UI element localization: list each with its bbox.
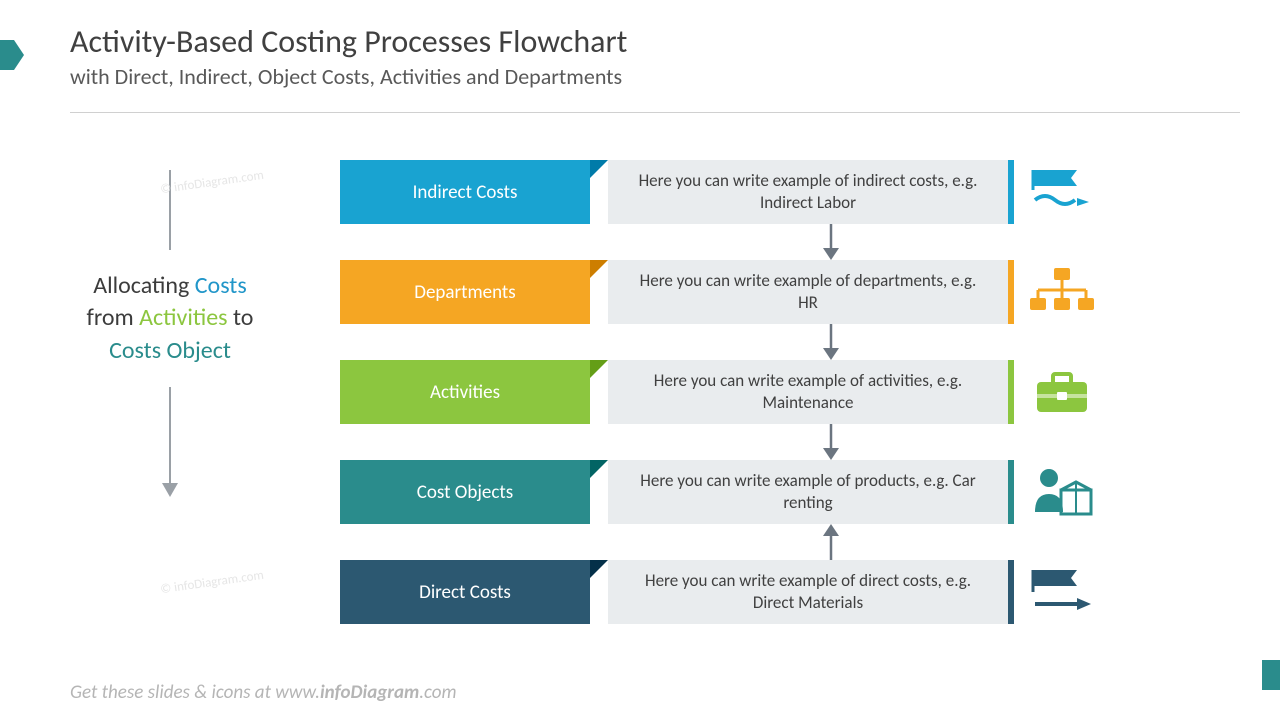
row-label: Direct Costs [419,581,511,604]
flow-rows: Indirect Costs Here you can write exampl… [340,160,1110,624]
edge-accent-left [0,40,14,70]
row-label-box: Activities [340,360,590,424]
flow-row: Indirect Costs Here you can write exampl… [340,160,1110,224]
fold-corner [590,260,608,278]
row-description: Here you can write example of activities… [608,360,1014,424]
side-text-object: Costs Object [109,336,231,365]
row-description: Here you can write example of department… [608,260,1014,324]
footer-text: Get these slides & icons at www. [70,681,320,704]
row-label: Indirect Costs [413,181,518,204]
row-description: Here you can write example of direct cos… [608,560,1014,624]
footer-credit: Get these slides & icons at www.infoDiag… [70,681,457,704]
side-text-frag: from [87,303,140,332]
fold-corner [590,560,608,578]
side-text-frag: Allocating [93,271,194,300]
flow-row: Cost Objects Here you can write example … [340,460,1110,524]
page-title: Activity-Based Costing Processes Flowcha… [70,24,1220,61]
flow-arrow-up-icon [820,524,842,565]
fold-corner [590,160,608,178]
flow-arrow-down-icon [820,224,842,265]
row-label-box: Direct Costs [340,560,590,624]
side-arrow-down-icon [158,387,182,497]
row-description: Here you can write example of products, … [608,460,1014,524]
edge-accent-right [1262,660,1280,690]
row-icon-flag-arrow [1014,560,1110,624]
flow-arrow-down-icon [820,424,842,465]
row-label: Cost Objects [417,481,513,504]
row-label-box: Indirect Costs [340,160,590,224]
side-text-costs: Costs [195,271,247,300]
header-divider [70,112,1240,113]
footer-brand: infoDiagram [320,681,419,704]
flow-row: Direct Costs Here you can write example … [340,560,1110,624]
row-label-box: Cost Objects [340,460,590,524]
row-icon-person-box [1014,460,1110,524]
fold-corner [590,460,608,478]
row-label-box: Departments [340,260,590,324]
page-subtitle: with Direct, Indirect, Object Costs, Act… [70,63,1220,90]
row-label: Departments [414,281,515,304]
row-icon-org-chart [1014,260,1110,324]
row-label: Activities [430,381,500,404]
side-text-frag: to [228,303,254,332]
row-icon-briefcase [1014,360,1110,424]
side-text-activities: Activities [139,303,227,332]
flow-arrow-down-icon [820,324,842,365]
flow-row: Departments Here you can write example o… [340,260,1110,324]
row-icon-flag-wavy [1014,160,1110,224]
row-description: Here you can write example of indirect c… [608,160,1014,224]
fold-corner [590,360,608,378]
side-summary: Allocating Costs from Activities to Cost… [40,170,300,502]
watermark: © infoDiagram.com [159,568,264,597]
side-text: Allocating Costs from Activities to Cost… [40,270,300,367]
footer-text: .com [419,681,456,704]
header: Activity-Based Costing Processes Flowcha… [70,24,1220,90]
flow-row: Activities Here you can write example of… [340,360,1110,424]
